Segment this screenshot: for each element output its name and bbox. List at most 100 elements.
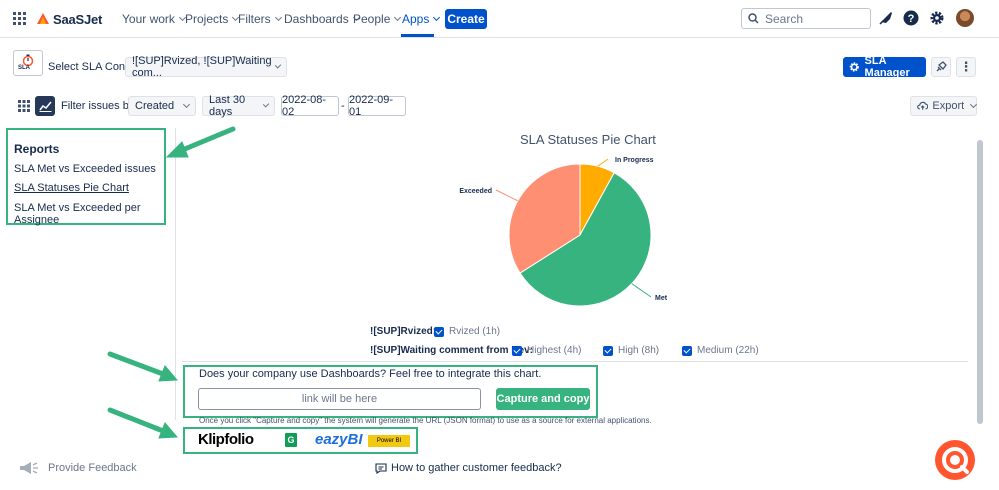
filter-issues-label: Filter issues by: — [61, 100, 138, 112]
brand-name: SaaSJet — [53, 11, 103, 27]
nav-filters-label: Filters — [238, 12, 271, 26]
nav-dashboards[interactable]: Dashboards — [284, 12, 360, 26]
report-link-met-vs-exceeded[interactable]: SLA Met vs Exceeded issues — [14, 163, 156, 175]
search-icon — [748, 13, 759, 24]
integration-question: Does your company use Dashboards? Feel f… — [199, 368, 542, 380]
sla-config-select[interactable]: ![SUP]Rvized, ![SUP]Waiting com... — [125, 55, 287, 79]
date-separator: - — [341, 100, 345, 112]
megaphone-icon — [20, 462, 38, 474]
stopwatch-icon — [22, 54, 34, 66]
date-range-value: Last 30 days — [209, 94, 246, 118]
brand-logo[interactable]: SaaSJet — [36, 10, 102, 28]
checkbox-high[interactable]: High (8h) — [603, 345, 659, 356]
sla-manager-label: SLA Manager — [864, 55, 910, 79]
avatar[interactable] — [956, 9, 974, 27]
arrow-to-reports-line — [177, 126, 236, 154]
reports-title: Reports — [14, 142, 60, 156]
nav-apps[interactable]: Apps — [402, 12, 441, 26]
cloud-upload-icon — [917, 101, 929, 110]
app-switcher-icon[interactable] — [13, 12, 26, 25]
chart-title: SLA Statuses Pie Chart — [520, 132, 656, 147]
checkbox-checked-icon — [434, 326, 444, 337]
reports-panel: Reports SLA Met vs Exceeded issues SLA S… — [6, 128, 166, 226]
section-divider — [182, 361, 968, 362]
arrow-to-logos-head — [158, 422, 179, 439]
pie-label: In Progress — [615, 157, 654, 164]
checkbox-medium-label: Medium (22h) — [697, 345, 759, 356]
eazybi-logo[interactable]: eazyBI — [315, 431, 363, 448]
select-sla-config-label: Select SLA Config — [48, 61, 137, 73]
date-to-input[interactable]: 2022-09-01 — [348, 94, 406, 118]
date-from-input[interactable]: 2022-08-02 — [281, 94, 339, 118]
integration-box — [183, 365, 598, 418]
sla-app-logo: SLA — [13, 50, 43, 76]
checkbox-rvized[interactable]: Rvized (1h) — [434, 326, 500, 337]
scrollbar[interactable] — [975, 128, 985, 448]
checkbox-high-label: High (8h) — [618, 345, 660, 356]
help-chat-icon[interactable] — [935, 440, 975, 480]
link-output-field[interactable]: link will be here — [198, 388, 481, 410]
grid-view-button[interactable] — [14, 96, 34, 116]
create-button[interactable]: Create — [445, 9, 487, 29]
nav-your-work-label: Your work — [122, 12, 175, 26]
report-link-per-assignee[interactable]: SLA Met vs Exceeded per Assignee — [14, 202, 141, 226]
settings-icon[interactable] — [929, 10, 945, 26]
checkbox-checked-icon — [512, 345, 522, 356]
nav-apps-label: Apps — [402, 12, 430, 26]
checkbox-checked-icon — [682, 345, 692, 356]
sla-filter-label-rvized: ![SUP]Rvized: — [370, 326, 437, 337]
checkbox-highest-label: Highest (4h) — [527, 345, 582, 356]
arrow-to-integrate-head — [158, 365, 179, 382]
sla-filter-label-waiting: ![SUP]Waiting comment from Dev: — [370, 345, 533, 356]
google-sheets-logo[interactable]: G — [285, 433, 297, 447]
arrow-to-reports-head — [165, 141, 189, 158]
klipfolio-logo[interactable]: Klipfolio — [198, 431, 254, 448]
nav-your-work[interactable]: Your work — [122, 12, 186, 26]
checkbox-rvized-label: Rvized (1h) — [449, 326, 501, 337]
how-to-gather-feedback-link[interactable]: How to gather customer feedback? — [375, 462, 562, 474]
checkbox-highest[interactable]: Highest (4h) — [512, 345, 581, 356]
checkbox-checked-icon — [603, 345, 613, 356]
arrow-to-logos-line — [107, 407, 166, 434]
pie-leader-line — [495, 189, 519, 202]
nav-dashboards-label: Dashboards — [284, 12, 349, 26]
arrow-to-integrate-line — [107, 351, 166, 377]
nav-filters[interactable]: Filters — [238, 12, 282, 26]
pie-slice-met[interactable] — [519, 172, 652, 307]
date-range-select[interactable]: Last 30 days — [202, 94, 275, 118]
notifications-icon[interactable] — [878, 10, 894, 26]
report-link-statuses-pie[interactable]: SLA Statuses Pie Chart — [14, 182, 129, 194]
pie-leader-line — [631, 283, 652, 298]
grid-view-icon — [18, 100, 30, 112]
provide-feedback-link[interactable]: Provide Feedback — [18, 461, 137, 475]
chart-view-button[interactable] — [35, 96, 55, 116]
pie-leader-line — [597, 158, 609, 167]
sla-manager-button[interactable]: SLA Manager — [843, 55, 926, 79]
nav-people-label: People — [353, 12, 391, 26]
export-button[interactable]: Export — [910, 96, 978, 116]
powerbi-logo[interactable]: Power BI — [368, 435, 410, 447]
filter-field-select[interactable]: Created — [128, 96, 196, 116]
scrollbar-thumb[interactable] — [977, 140, 983, 424]
more-options-button[interactable]: ⋮ — [956, 57, 976, 77]
nav-people[interactable]: People — [353, 12, 402, 26]
search-input[interactable]: Search — [741, 8, 871, 29]
pie-chart: In Progress Met Exceeded — [459, 157, 668, 307]
nav-projects[interactable]: Projects — [185, 12, 240, 26]
checkbox-medium[interactable]: Medium (22h) — [682, 345, 759, 356]
active-nav-indicator — [401, 34, 434, 37]
provide-feedback-label: Provide Feedback — [48, 462, 137, 474]
chat-bubble-icon — [375, 462, 387, 474]
svg-text:?: ? — [908, 13, 915, 25]
pin-button[interactable] — [931, 57, 951, 77]
saasjet-logo-icon — [37, 13, 49, 24]
capture-and-copy-button[interactable]: Capture and copy — [496, 388, 590, 410]
integration-note: Once you click "Capture and copy" the sy… — [199, 416, 652, 425]
pin-icon — [936, 61, 947, 72]
export-label: Export — [932, 100, 965, 112]
line-chart-icon — [38, 101, 52, 112]
gear-icon — [849, 62, 859, 72]
how-to-gather-label: How to gather customer feedback? — [391, 462, 562, 474]
help-icon[interactable]: ? — [903, 10, 919, 26]
